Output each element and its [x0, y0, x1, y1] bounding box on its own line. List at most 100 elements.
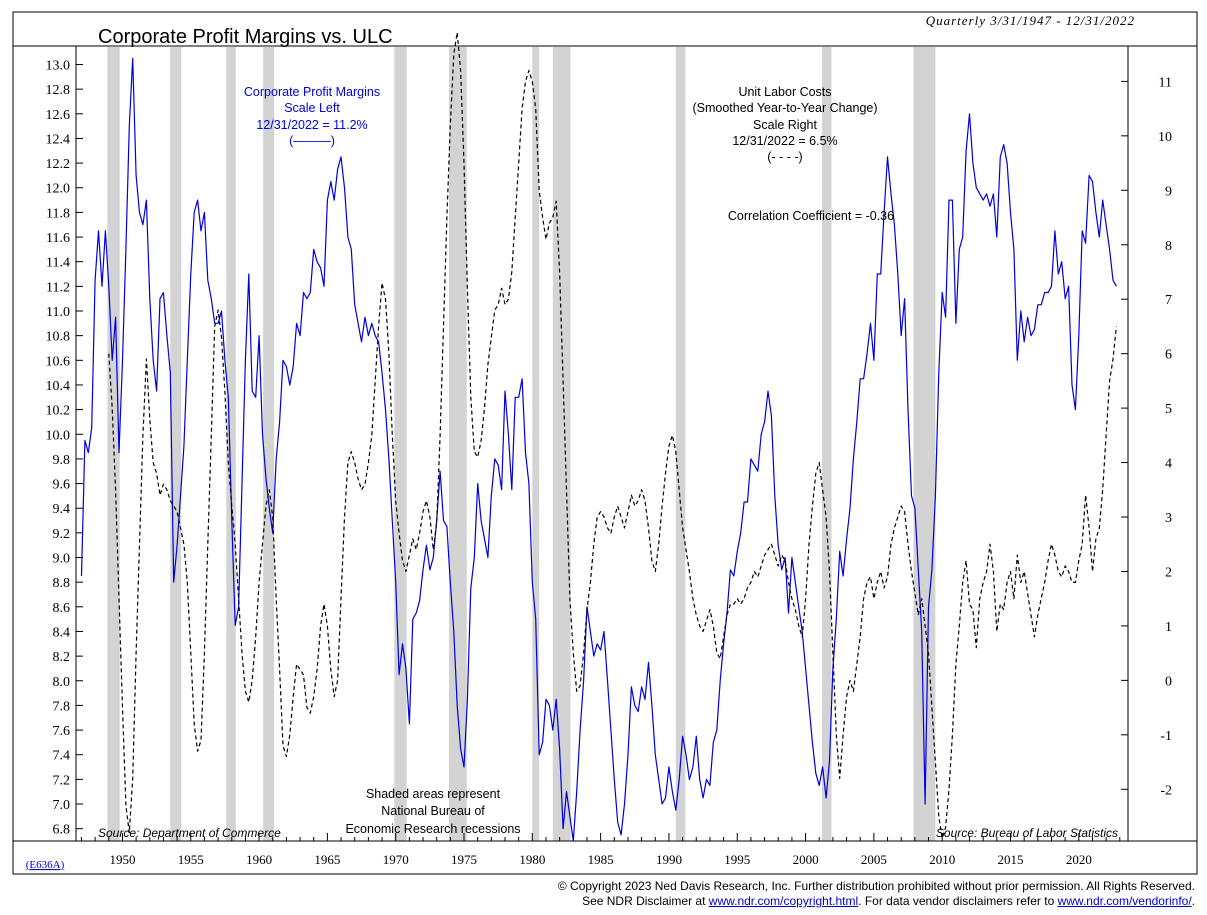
- left-axis-tick-label: 8.4: [53, 625, 71, 640]
- left-axis-tick-label: 7.4: [53, 749, 71, 764]
- chart-subtitle: Quarterly 3/31/1947 - 12/31/2022: [926, 13, 1135, 28]
- disclaimer-prefix: See NDR Disclaimer at: [582, 894, 709, 908]
- ulc-label-line-1: Unit Labor Costs: [738, 85, 831, 99]
- left-axis-tick-label: 12.2: [46, 157, 71, 172]
- left-axis-tick-label: 13.0: [46, 58, 71, 73]
- ulc-label-line-2: (Smoothed Year-to-Year Change): [692, 101, 877, 115]
- left-axis-tick-label: 11.0: [46, 305, 70, 320]
- left-axis-tick-label: 8.0: [53, 675, 71, 690]
- unit-labor-costs-line: [108, 31, 1117, 839]
- chart-frame: [12, 11, 1198, 875]
- left-axis-tick-label: 7.8: [53, 699, 71, 714]
- left-axis-tick-label: 12.4: [46, 132, 71, 147]
- shaded-note-line-2: National Bureau of: [381, 804, 485, 818]
- disclaimer-line: See NDR Disclaimer at www.ndr.com/copyri…: [582, 894, 1195, 908]
- source-right: Source: Bureau of Labor Statistics: [936, 826, 1118, 840]
- left-axis-tick-label: 8.2: [53, 650, 71, 665]
- left-axis: 6.8 7.0 7.2 7.4 7.6 7.8 8.0 8.2 8.4 8.6 8.8 9.0 9.2 9…: [46, 58, 83, 838]
- right-axis-tick-label: 4: [1165, 457, 1172, 472]
- shaded-areas-note: Shaded areas represent National Bureau o…: [345, 787, 520, 836]
- recession-band: [821, 47, 832, 841]
- profit-margins-line: [80, 57, 1117, 842]
- right-axis-tick-label: 0: [1165, 674, 1172, 689]
- left-axis-tick-label: 7.2: [53, 773, 71, 788]
- x-axis-tick-label: 1960: [246, 852, 272, 867]
- left-axis-tick-label: 11.6: [46, 231, 70, 246]
- left-axis-tick-label: 10.4: [46, 379, 71, 394]
- series-layer: [80, 31, 1117, 842]
- x-axis-tick-label: 1955: [178, 852, 204, 867]
- x-axis-tick-label: 1985: [588, 852, 614, 867]
- x-axis-tick-label: 1965: [314, 852, 340, 867]
- x-axis-tick-label: 2020: [1066, 852, 1092, 867]
- left-axis-tick-label: 12.6: [46, 108, 71, 123]
- right-axis-tick-label: 2: [1165, 565, 1172, 580]
- right-axis-tick-label: 6: [1165, 348, 1172, 363]
- right-axis-tick-label: 10: [1158, 130, 1172, 145]
- x-axis-tick-label: 1975: [451, 852, 477, 867]
- profit-series-label: Corporate Profit Margins Scale Left 12/3…: [244, 85, 380, 148]
- right-axis-tick-label: 11: [1159, 75, 1172, 90]
- recession-band: [263, 47, 275, 841]
- correlation-label: Correlation Coefficient = -0.36: [728, 209, 894, 223]
- x-axis-tick-label: 2015: [998, 852, 1024, 867]
- left-axis-tick-label: 7.0: [53, 798, 71, 813]
- profit-label-line-1: Corporate Profit Margins: [244, 85, 380, 99]
- disclaimer-suffix: .: [1191, 894, 1195, 908]
- profit-label-line-2: Scale Left: [284, 101, 340, 115]
- left-axis-tick-label: 11.4: [46, 256, 70, 271]
- x-axis-tick-label: 1970: [383, 852, 409, 867]
- copyright-link[interactable]: www.ndr.com/copyright.html: [708, 894, 859, 908]
- left-axis-tick-label: 10.8: [46, 330, 71, 345]
- vendor-info-link[interactable]: www.ndr.com/vendorinfo/: [1057, 894, 1192, 908]
- ulc-series-label: Unit Labor Costs (Smoothed Year-to-Year …: [692, 85, 877, 164]
- source-left: Source: Department of Commerce: [98, 826, 281, 840]
- right-axis-tick-label: 9: [1165, 184, 1172, 199]
- shaded-note-line-1: Shaded areas represent: [366, 787, 501, 801]
- profit-label-line-3: 12/31/2022 = 11.2%: [256, 118, 367, 132]
- left-axis-tick-label: 6.8: [53, 823, 71, 838]
- left-axis-tick-label: 9.4: [53, 502, 71, 517]
- disclaimer-middle: . For data vendor disclaimers refer to: [858, 894, 1058, 908]
- chart-code-link[interactable]: (E636A): [26, 859, 65, 871]
- chart-title: Corporate Profit Margins vs. ULC: [98, 26, 393, 48]
- profit-label-line-4: (———): [289, 134, 335, 148]
- x-axis-tick-label: 1950: [109, 852, 135, 867]
- left-axis-tick-label: 9.0: [53, 552, 71, 567]
- right-axis-tick-label: -1: [1160, 729, 1172, 744]
- shaded-note-line-3: Economic Research recessions: [345, 822, 520, 836]
- left-axis-tick-label: 12.8: [46, 83, 71, 98]
- right-axis-tick-label: 7: [1165, 293, 1172, 308]
- left-axis-tick-label: 8.6: [53, 601, 71, 616]
- x-axis-tick-label: 1995: [724, 852, 750, 867]
- ulc-label-line-3: Scale Right: [753, 118, 817, 132]
- right-axis: -2 -1 0 1 2 3 4 5 6 7 8 9 10 11: [1121, 75, 1172, 798]
- left-axis-tick-label: 8.8: [53, 576, 71, 591]
- x-axis-tick-label: 1980: [519, 852, 545, 867]
- recession-band: [170, 47, 182, 841]
- x-axis-tick-label: 2000: [793, 852, 819, 867]
- left-axis-tick-label: 12.0: [46, 182, 71, 197]
- copyright-notice: © Copyright 2023 Ned Davis Research, Inc…: [557, 879, 1195, 893]
- x-axis: 1950 1955 1960 1965 1970 1975 1980 1985 1990 1995…: [80, 833, 1121, 867]
- x-axis-tick-label: 2010: [929, 852, 955, 867]
- recession-band: [394, 47, 407, 841]
- recession-band: [532, 47, 540, 841]
- x-axis-tick-label: 1990: [656, 852, 682, 867]
- recession-band: [913, 47, 936, 841]
- right-axis-tick-label: 1: [1165, 620, 1172, 635]
- ulc-label-line-5: (- - - -): [767, 150, 802, 164]
- recession-shading: [107, 47, 936, 841]
- x-axis-tick-label: 2005: [861, 852, 887, 867]
- right-axis-tick-label: 5: [1165, 402, 1172, 417]
- ulc-label-line-4: 12/31/2022 = 6.5%: [732, 134, 837, 148]
- left-axis-tick-label: 10.2: [46, 404, 71, 419]
- recession-band: [552, 47, 571, 841]
- recession-band: [448, 47, 467, 841]
- recession-band: [675, 47, 686, 841]
- left-axis-tick-label: 9.8: [53, 453, 71, 468]
- left-axis-tick-label: 10.0: [46, 428, 71, 443]
- recession-band: [107, 47, 120, 841]
- left-axis-tick-label: 11.2: [46, 280, 70, 295]
